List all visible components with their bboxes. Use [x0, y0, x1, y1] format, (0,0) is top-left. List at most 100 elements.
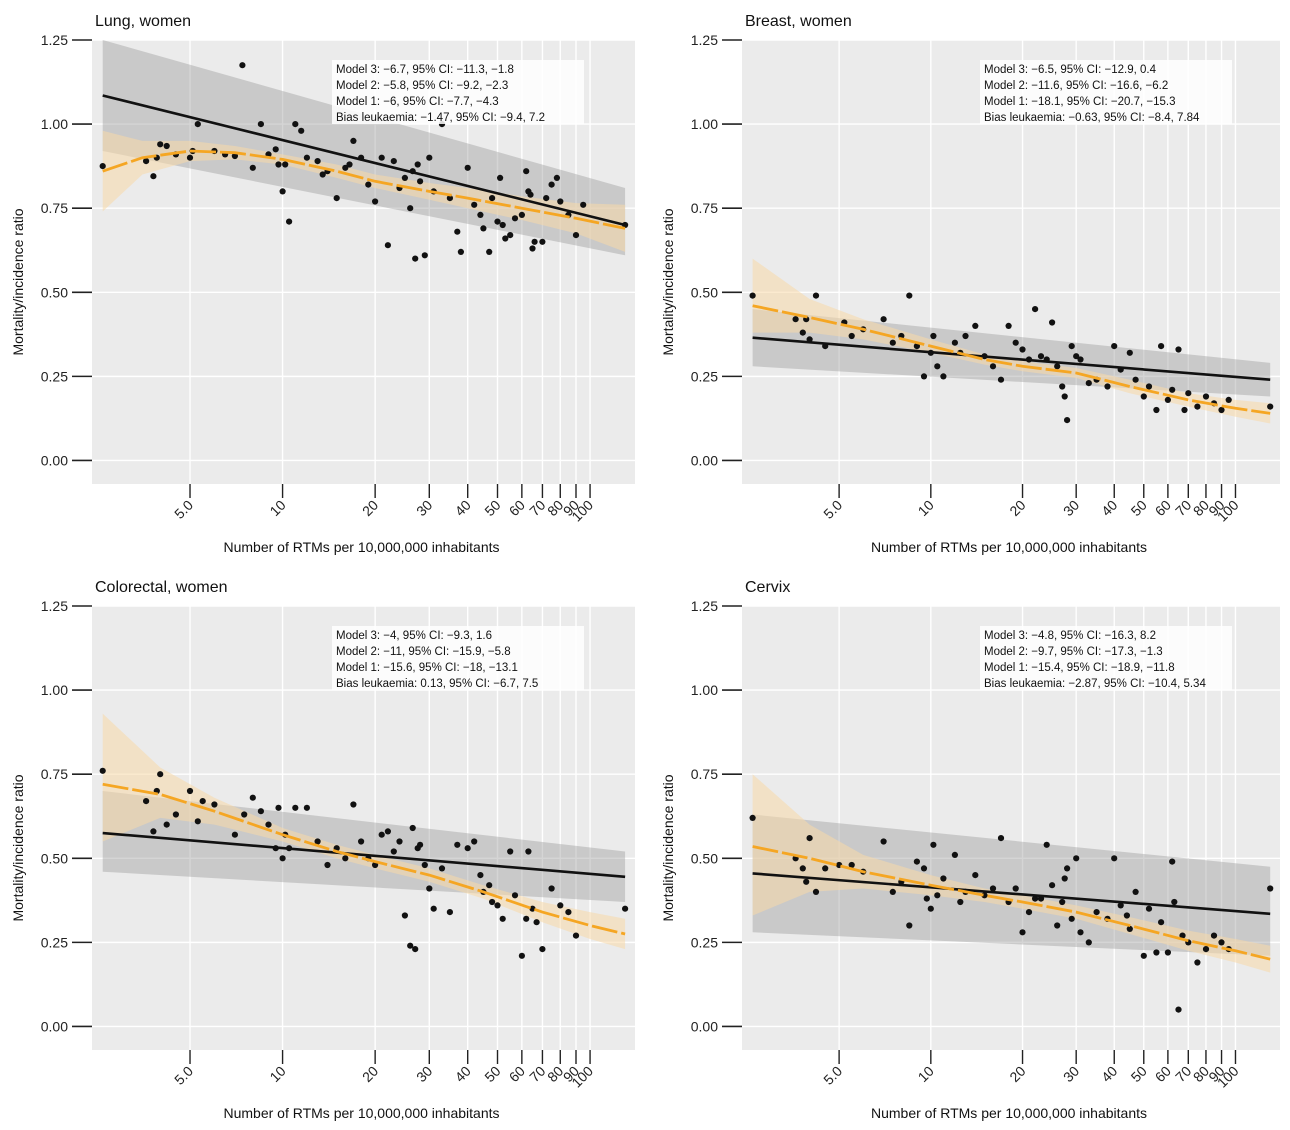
- data-point: [199, 798, 206, 805]
- data-point: [880, 838, 887, 845]
- data-point: [471, 201, 478, 208]
- data-point: [1061, 393, 1068, 400]
- panel-cervix: Cervix Model 3: −4.8, 95% CI: −16.3, 8.2 M…: [650, 566, 1290, 1130]
- y-axis-label: Mortality/incidence ratio: [10, 774, 26, 921]
- smooth-fit-ci-band: [752, 774, 1271, 973]
- y-tick-label: 0.50: [41, 284, 68, 300]
- y-tick-label: 1.00: [41, 682, 68, 698]
- x-tick-label: 10: [915, 497, 937, 519]
- chart-title: Lung, women: [95, 13, 191, 30]
- annotation-text: Model 2: −11, 95% CI: −15.9, −5.8: [336, 646, 511, 658]
- x-tick-label: 5.0: [171, 1063, 196, 1088]
- data-point: [231, 152, 238, 160]
- y-tick-label: 1.25: [691, 32, 718, 48]
- data-point: [1061, 875, 1068, 882]
- data-point: [194, 121, 201, 128]
- data-point: [454, 841, 461, 848]
- data-point: [930, 841, 937, 848]
- data-point: [303, 154, 310, 161]
- data-point: [553, 174, 561, 181]
- data-point: [913, 858, 920, 865]
- data-point: [923, 895, 930, 902]
- data-point: [1164, 949, 1171, 956]
- smooth-fit-ci-band: [752, 258, 1271, 424]
- data-point: [1068, 343, 1075, 350]
- data-point: [1194, 403, 1201, 410]
- y-tick-label: 0.25: [41, 368, 68, 384]
- x-tick-label: 20: [1006, 1063, 1028, 1085]
- data-point: [350, 801, 357, 808]
- data-point: [1140, 952, 1147, 959]
- data-point: [548, 885, 555, 892]
- data-point: [1019, 346, 1026, 353]
- data-point: [1104, 383, 1111, 390]
- data-point: [249, 794, 256, 801]
- data-point: [143, 798, 150, 805]
- data-point: [812, 292, 820, 299]
- data-point: [507, 848, 514, 855]
- annotation-text: Model 3: −4.8, 95% CI: −16.3, 8.2: [984, 630, 1156, 642]
- data-point: [412, 255, 419, 262]
- data-point: [1267, 885, 1274, 892]
- data-point: [292, 121, 299, 128]
- y-tick-label: 0.50: [691, 284, 718, 300]
- data-point: [464, 164, 471, 171]
- data-point: [913, 343, 920, 350]
- annotation-text: Model 3: −6.5, 95% CI: −12.9, 0.4: [984, 64, 1157, 76]
- x-tick-label: 50: [1128, 497, 1150, 519]
- data-point: [972, 322, 979, 329]
- annotation-box: [980, 60, 1232, 124]
- y-tick-label: 1.00: [691, 116, 718, 132]
- data-point: [446, 195, 453, 202]
- y-axis-label: Mortality/incidence ratio: [660, 208, 676, 355]
- smooth-fit-ci-band: [102, 130, 626, 252]
- x-tick-label: 30: [413, 497, 435, 519]
- data-point: [282, 161, 289, 168]
- data-point: [1171, 898, 1178, 906]
- data-point: [239, 62, 246, 69]
- data-point: [211, 801, 218, 808]
- data-point: [557, 198, 564, 205]
- data-point: [1267, 403, 1274, 410]
- data-point: [358, 838, 365, 845]
- data-point: [812, 888, 820, 895]
- panel-lung-women: Lung, women Model 3: −6.7, 95% CI: −11.3,…: [0, 0, 645, 564]
- data-point: [401, 912, 408, 919]
- data-point: [1158, 343, 1165, 350]
- data-point: [543, 195, 550, 202]
- data-point: [940, 373, 947, 380]
- data-point: [324, 861, 331, 869]
- data-point: [1073, 855, 1080, 862]
- data-point: [286, 218, 293, 225]
- data-point: [378, 831, 385, 838]
- data-point: [407, 942, 414, 949]
- y-tick-label: 1.25: [41, 598, 68, 614]
- data-point: [799, 329, 806, 336]
- data-point: [1073, 353, 1080, 360]
- data-point: [565, 909, 572, 916]
- data-point: [1132, 888, 1139, 895]
- data-point: [430, 905, 437, 912]
- chart-svg-breast-women: Breast, women Model 3: −6.5, 95% CI: −12.…: [660, 13, 1280, 555]
- data-point: [421, 252, 428, 259]
- data-point: [511, 892, 519, 899]
- data-point: [1126, 349, 1133, 356]
- x-tick-label: 60: [506, 1063, 528, 1085]
- data-point: [1169, 386, 1176, 393]
- data-point: [384, 828, 391, 835]
- y-tick-label: 1.25: [691, 598, 718, 614]
- data-point: [580, 201, 587, 208]
- data-point: [572, 232, 580, 239]
- data-point: [806, 835, 813, 842]
- annotation-box: [332, 60, 584, 124]
- data-point: [527, 191, 534, 198]
- data-point: [342, 164, 349, 171]
- data-point: [186, 787, 194, 795]
- data-point: [822, 865, 829, 872]
- data-point: [511, 215, 519, 222]
- data-point: [1218, 939, 1225, 946]
- data-point: [989, 885, 997, 892]
- y-tick-label: 0.00: [41, 452, 68, 468]
- y-tick-label: 0.25: [691, 934, 718, 950]
- data-point: [889, 339, 896, 346]
